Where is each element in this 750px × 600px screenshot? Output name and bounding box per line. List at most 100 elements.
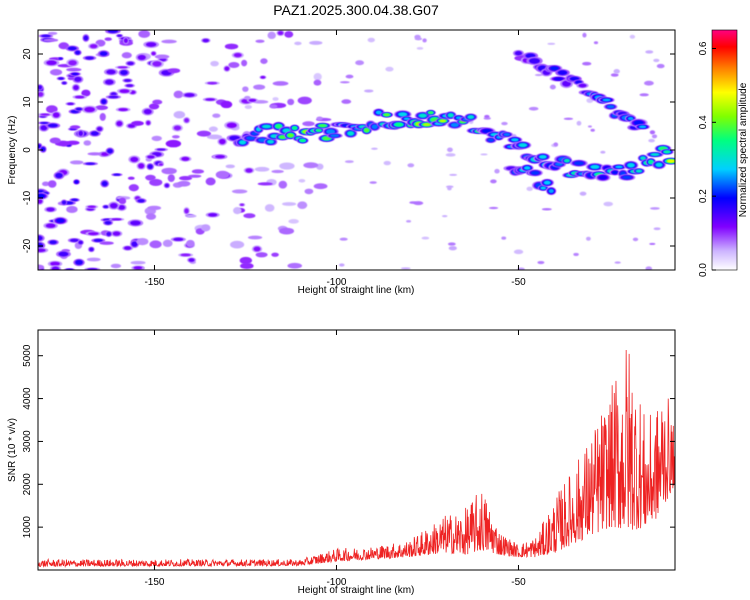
noise-blob xyxy=(99,98,108,106)
noise-blob xyxy=(243,213,256,219)
noise-blob xyxy=(99,241,114,245)
ridge-blob xyxy=(609,169,621,176)
noise-blob xyxy=(68,72,82,76)
noise-blob xyxy=(125,60,136,66)
noise-blob xyxy=(82,55,97,61)
ridge-blob xyxy=(344,129,358,138)
speck-blob xyxy=(445,185,454,189)
noise-blob xyxy=(61,81,68,85)
x-tick-label: -150 xyxy=(144,277,164,288)
ridge-blob xyxy=(464,113,478,121)
noise-blob xyxy=(49,69,63,76)
snr-x-label: Height of straight line (km) xyxy=(298,585,415,596)
noise-blob xyxy=(204,81,220,85)
speck-blob xyxy=(586,236,591,241)
noise-blob xyxy=(43,59,60,67)
heatmap-blobs xyxy=(38,30,675,270)
noise-blob xyxy=(210,60,219,67)
noise-blob xyxy=(271,169,284,174)
noise-blob xyxy=(82,162,98,166)
speck-blob xyxy=(632,237,639,242)
noise-blob xyxy=(95,105,108,111)
noise-blob xyxy=(69,160,84,165)
speck-blob xyxy=(355,60,365,66)
noise-blob xyxy=(122,78,133,83)
heatmap-x-ticks: -150 -100 -50 xyxy=(144,30,526,288)
noise-blob xyxy=(185,214,197,218)
ridge-blob xyxy=(435,118,450,124)
noise-blob xyxy=(170,237,186,242)
noise-blob xyxy=(38,264,45,270)
noise-blob xyxy=(81,89,91,97)
noise-blob xyxy=(161,39,177,44)
noise-blob xyxy=(83,140,92,146)
noise-blob xyxy=(38,234,45,242)
speck-blob xyxy=(400,267,411,270)
ridge-blob xyxy=(425,109,436,116)
noise-blob xyxy=(294,41,302,46)
noise-blob xyxy=(146,213,157,220)
x-tick-label: -100 xyxy=(326,277,346,288)
noise-blob xyxy=(243,167,255,174)
branch-blob xyxy=(598,97,615,103)
speck-blob xyxy=(407,163,415,168)
noise-blob xyxy=(136,162,146,170)
colorbar: 0.0 0.2 0.4 0.6 Normalized spectral amplitu… xyxy=(698,29,749,277)
noise-blob xyxy=(217,137,228,146)
ridge-blob xyxy=(289,124,300,132)
noise-blob xyxy=(297,201,308,209)
noise-blob xyxy=(82,34,90,42)
noise-blob xyxy=(240,262,254,270)
noise-blob xyxy=(202,97,218,102)
noise-blob xyxy=(304,188,314,195)
branch-blob xyxy=(520,164,534,172)
snr-y-ticks: 1000 2000 3000 4000 5000 xyxy=(22,344,675,538)
noise-blob xyxy=(297,96,312,105)
noise-blob xyxy=(284,31,294,38)
speck-blob xyxy=(644,80,654,86)
ridge-blob xyxy=(611,164,627,170)
noise-blob xyxy=(124,83,135,88)
speck-blob xyxy=(582,61,592,66)
noise-blob xyxy=(148,103,160,110)
noise-blob xyxy=(212,113,221,118)
speck-blob xyxy=(651,134,658,139)
ridge-blob xyxy=(380,111,394,118)
speck-blob xyxy=(345,74,354,79)
noise-blob xyxy=(99,113,106,121)
branch-blob xyxy=(635,124,651,130)
ridge-blob xyxy=(263,137,278,146)
noise-blob xyxy=(67,76,75,81)
noise-blob xyxy=(49,265,62,270)
branch-blob xyxy=(526,56,543,66)
noise-blob xyxy=(161,167,177,175)
noise-blob xyxy=(73,258,85,267)
speck-blob xyxy=(414,37,423,41)
y-tick-label: 4000 xyxy=(22,387,33,410)
speck-blob xyxy=(484,114,490,119)
noise-blob xyxy=(242,86,249,92)
speck-blob xyxy=(537,260,545,265)
noise-blob xyxy=(57,56,64,61)
noise-blob xyxy=(223,65,231,72)
noise-blob xyxy=(105,30,121,34)
ridge-blob xyxy=(535,153,551,161)
noise-blob xyxy=(145,119,152,126)
noise-blob xyxy=(257,182,273,186)
noise-blob xyxy=(298,178,306,183)
y-tick-label: -10 xyxy=(22,190,33,205)
noise-blob xyxy=(151,135,162,142)
noise-blob xyxy=(121,52,132,59)
noise-blob xyxy=(77,129,85,138)
noise-blob xyxy=(313,73,322,81)
noise-blob xyxy=(47,31,58,36)
noise-blob xyxy=(287,98,295,106)
ridge-blob xyxy=(514,141,532,149)
snr-x-ticks: -150 -100 -50 xyxy=(144,330,526,588)
speck-blob xyxy=(526,186,533,192)
noise-blob xyxy=(38,90,45,98)
noise-blob xyxy=(52,216,68,225)
noise-blob xyxy=(38,121,51,125)
